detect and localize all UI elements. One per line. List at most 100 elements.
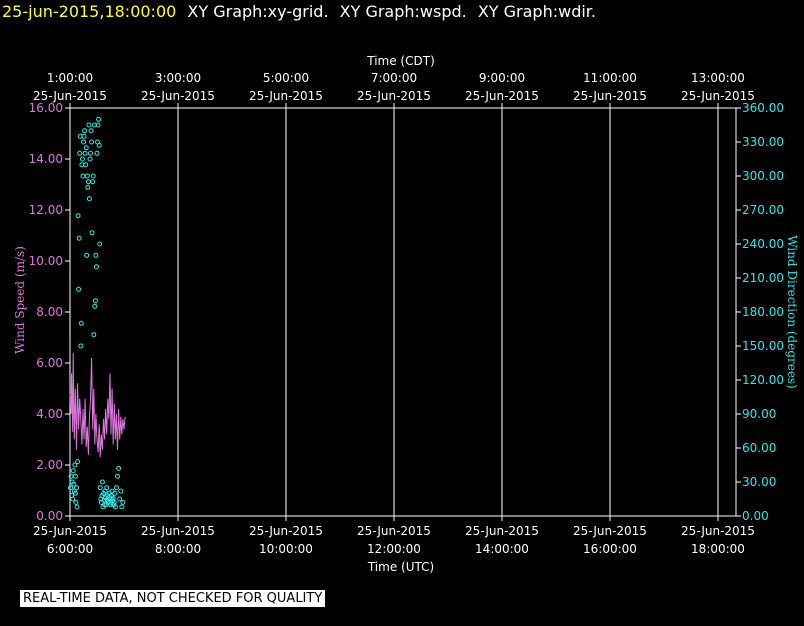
bottom-tick-date: 25-Jun-2015 bbox=[33, 524, 107, 538]
top-tick-time: 1:00:00 bbox=[47, 71, 93, 85]
left-tick-label: 16.00 bbox=[29, 101, 63, 115]
wind-direction-point bbox=[77, 150, 83, 156]
wind-direction-point bbox=[90, 179, 96, 185]
wind-direction-point bbox=[97, 241, 103, 247]
top-tick-time: 11:00:00 bbox=[583, 71, 637, 85]
vertical-grid bbox=[69, 108, 719, 516]
left-tick-label: 10.00 bbox=[29, 254, 63, 268]
wind-direction-point bbox=[112, 504, 118, 510]
wind-direction-point bbox=[89, 230, 95, 236]
wind-direction-point bbox=[117, 496, 123, 502]
wind-direction-point bbox=[78, 343, 84, 349]
right-tick-label: 60.00 bbox=[742, 441, 776, 455]
graph-name-wdir: XY Graph:wdir. bbox=[477, 2, 596, 21]
wind-direction-point bbox=[116, 465, 122, 471]
top-tick-date: 25-Jun-2015 bbox=[141, 89, 215, 103]
bottom-tick-date: 25-Jun-2015 bbox=[141, 524, 215, 538]
wind-direction-point bbox=[115, 473, 120, 479]
wind-direction-point bbox=[119, 504, 125, 510]
chart-title: 25-jun-2015,18:00:00 XY Graph:xy-grid. X… bbox=[2, 2, 596, 21]
wind-direction-point bbox=[81, 133, 87, 139]
wind-direction-point bbox=[83, 145, 89, 151]
wind-direction-point bbox=[79, 156, 85, 162]
bottom-tick-time: 8:00:00 bbox=[155, 542, 201, 556]
bottom-tick-time: 12:00:00 bbox=[367, 542, 421, 556]
wind-direction-point bbox=[118, 488, 124, 494]
wind-direction-point bbox=[74, 504, 80, 510]
wind-direction-point bbox=[87, 156, 93, 162]
top-tick-date: 25-Jun-2015 bbox=[249, 89, 323, 103]
top-axis: 1:00:00 25-Jun-2015 3:00:00 25-Jun-2015 5:00… bbox=[33, 71, 755, 108]
wind-direction-point bbox=[91, 332, 97, 338]
wind-direction-point bbox=[89, 139, 95, 145]
right-tick-label: 240.00 bbox=[742, 237, 784, 251]
wind-direction-point bbox=[85, 184, 91, 190]
wind-direction-point bbox=[70, 496, 76, 502]
wind-direction-point bbox=[84, 252, 90, 258]
bottom-tick-time: 6:00:00 bbox=[47, 542, 93, 556]
wind-direction-point bbox=[75, 213, 81, 219]
wind-direction-point bbox=[92, 303, 98, 309]
wind-direction-point bbox=[86, 196, 92, 202]
left-tick-label: 6.00 bbox=[36, 356, 63, 370]
bottom-tick-time: 18:00:00 bbox=[691, 542, 745, 556]
top-tick-date: 25-Jun-2015 bbox=[465, 89, 539, 103]
wind-direction-point bbox=[76, 235, 82, 241]
right-axis-title: Wind Direction (degrees) bbox=[785, 235, 799, 389]
top-tick-time: 3:00:00 bbox=[155, 71, 201, 85]
wind-direction-point bbox=[78, 320, 84, 326]
timestamp: 25-jun-2015,18:00:00 bbox=[2, 2, 177, 21]
wind-direction-point bbox=[104, 485, 110, 491]
right-tick-label: 360.00 bbox=[742, 101, 784, 115]
wind-direction-point bbox=[70, 468, 76, 474]
wind-direction-point bbox=[68, 485, 73, 491]
wind-direction-point bbox=[94, 150, 100, 156]
top-tick-time: 7:00:00 bbox=[371, 71, 417, 85]
left-tick-label: 14.00 bbox=[29, 152, 63, 166]
wind-direction-point bbox=[82, 128, 88, 134]
right-tick-label: 300.00 bbox=[742, 169, 784, 183]
left-tick-label: 12.00 bbox=[29, 203, 63, 217]
bottom-tick-date: 25-Jun-2015 bbox=[465, 524, 539, 538]
quality-notice: REAL-TIME DATA, NOT CHECKED FOR QUALITY bbox=[20, 590, 326, 607]
wind-direction-point bbox=[93, 252, 99, 258]
wind-direction-point bbox=[80, 173, 86, 179]
bottom-tick-time: 16:00:00 bbox=[583, 542, 637, 556]
bottom-tick-date: 25-Jun-2015 bbox=[357, 524, 431, 538]
left-tick-label: 8.00 bbox=[36, 305, 63, 319]
wind-direction-point bbox=[92, 298, 98, 304]
bottom-tick-date: 25-Jun-2015 bbox=[573, 524, 647, 538]
wind-direction-point bbox=[108, 502, 113, 508]
wind-direction-point bbox=[113, 485, 119, 491]
top-axis-title: Time (CDT) bbox=[366, 54, 435, 68]
series-layer bbox=[68, 116, 126, 510]
bottom-tick-time: 10:00:00 bbox=[259, 542, 313, 556]
right-tick-label: 270.00 bbox=[742, 203, 784, 217]
wind-speed-line bbox=[69, 352, 126, 458]
right-axis: 0.00 30.00 60.00 90.00 120.00 150.00 180.00 210… bbox=[736, 101, 784, 523]
wind-direction-point bbox=[95, 122, 101, 128]
left-axis-title: Wind Speed (m/s) bbox=[13, 246, 27, 354]
wind-direction-point bbox=[88, 150, 93, 156]
wind-direction-point bbox=[72, 490, 78, 496]
wind-direction-point bbox=[84, 173, 90, 179]
wind-direction-point bbox=[94, 264, 99, 270]
wind-direction-point bbox=[112, 490, 118, 496]
wind-direction-point bbox=[99, 479, 105, 485]
wind-direction-point bbox=[73, 499, 79, 505]
top-tick-date: 25-Jun-2015 bbox=[33, 89, 107, 103]
wind-direction-point bbox=[86, 122, 92, 128]
wind-direction-point bbox=[74, 485, 79, 491]
left-axis: 0.00 2.00 4.00 6.00 8.00 10.00 12.00 14.00 16.00 bbox=[29, 101, 70, 523]
wind-direction-point bbox=[75, 459, 81, 465]
wind-direction-point bbox=[90, 173, 96, 179]
right-tick-label: 180.00 bbox=[742, 305, 784, 319]
wind-direction-point bbox=[96, 116, 102, 122]
wind-direction-point bbox=[111, 499, 117, 505]
wind-direction-point bbox=[72, 462, 78, 468]
wind-direction-point bbox=[96, 142, 102, 148]
wind-direction-point bbox=[83, 162, 89, 168]
wind-direction-point bbox=[110, 495, 116, 501]
left-tick-label: 2.00 bbox=[36, 458, 63, 472]
